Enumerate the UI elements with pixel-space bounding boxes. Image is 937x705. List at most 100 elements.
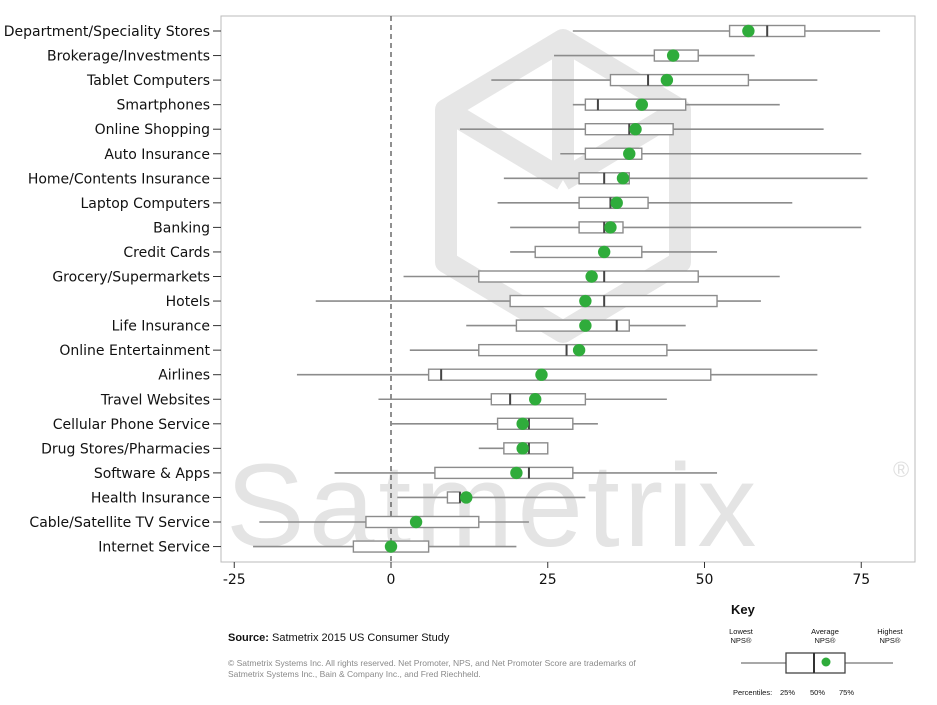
x-tick-label: 0 — [387, 572, 396, 588]
category-row: Online Entertainment — [59, 343, 818, 359]
average-dot — [579, 319, 592, 332]
category-label: Hotels — [166, 294, 210, 310]
average-dot — [616, 172, 630, 185]
category-row: Tablet Computers — [86, 73, 818, 89]
key-p50-label: 50% — [810, 688, 826, 697]
key-percentiles-label: Percentiles: — [733, 688, 773, 697]
category-label: Credit Cards — [123, 245, 210, 261]
category-label: Internet Service — [98, 540, 210, 556]
category-label: Home/Contents Insurance — [28, 171, 210, 187]
iqr-box — [478, 343, 668, 357]
iqr-box — [584, 98, 687, 111]
iqr-box — [609, 73, 750, 87]
category-label: Life Insurance — [112, 319, 210, 335]
category-row: Home/Contents Insurance — [28, 171, 868, 187]
average-dot — [623, 147, 636, 160]
key-p25-label: 25% — [780, 688, 796, 697]
key-average-dot — [821, 657, 831, 667]
average-dot — [516, 442, 529, 455]
category-row: Drug Stores/Pharmacies — [41, 441, 549, 457]
key-box — [785, 652, 846, 674]
category-row: Grocery/Supermarkets — [52, 270, 780, 286]
category-row: Credit Cards — [123, 245, 718, 261]
category-row: Travel Websites — [100, 392, 667, 408]
category-row: Software & Apps — [94, 466, 718, 482]
iqr-box — [509, 294, 718, 308]
average-dot — [535, 368, 548, 381]
category-row: Cable/Satellite TV Service — [29, 515, 529, 531]
category-label: Airlines — [158, 368, 210, 384]
source-label: Source: — [228, 632, 269, 644]
x-tick-label: 50 — [696, 572, 714, 588]
x-tick-label: 25 — [539, 572, 557, 588]
average-dot — [516, 417, 529, 430]
category-row: Cellular Phone Service — [53, 417, 598, 433]
category-row: Banking — [153, 220, 862, 236]
category-row: Airlines — [158, 368, 818, 384]
average-dot — [629, 123, 642, 136]
watermark-registered-mark: ® — [893, 457, 909, 482]
category-row: Laptop Computers — [80, 196, 793, 212]
average-dot — [579, 294, 592, 308]
iqr-box — [427, 368, 712, 381]
category-row: Internet Service — [98, 540, 517, 556]
key-highest-label: Highest NPS® — [877, 627, 903, 645]
average-dot — [572, 343, 586, 357]
category-row: Auto Insurance — [104, 147, 862, 163]
category-label: Online Shopping — [95, 122, 210, 138]
plot-panel — [220, 15, 916, 563]
category-row: Department/Speciality Stores — [4, 24, 881, 40]
x-tick-label: 75 — [852, 572, 870, 588]
category-label: Cable/Satellite TV Service — [29, 515, 210, 531]
category-label: Department/Speciality Stores — [4, 24, 210, 40]
category-label: Brokerage/Investments — [47, 49, 210, 65]
average-dot — [597, 245, 611, 259]
average-dot — [585, 270, 598, 283]
iqr-box — [434, 466, 574, 480]
average-dot — [384, 540, 398, 553]
category-row: Hotels — [166, 294, 761, 310]
category-label: Software & Apps — [94, 466, 210, 482]
category-label: Banking — [153, 220, 210, 236]
category-label: Online Entertainment — [59, 343, 210, 359]
average-dot — [635, 98, 648, 111]
average-dot — [529, 393, 542, 406]
category-row: Online Shopping — [95, 122, 824, 138]
average-dot — [666, 49, 680, 62]
source-note: Source: Satmetrix 2015 US Consumer Study — [228, 632, 449, 644]
category-label: Travel Websites — [100, 392, 210, 408]
watermark-text: Satmetrix — [226, 440, 760, 572]
satmetrix-watermark: Satmetrix ® — [226, 29, 909, 572]
iqr-box — [446, 491, 461, 504]
source-text: Satmetrix 2015 US Consumer Study — [272, 632, 450, 644]
category-row: Brokerage/Investments — [47, 49, 755, 65]
x-tick-label: -25 — [223, 572, 246, 588]
average-dot — [610, 196, 623, 210]
average-dot — [409, 515, 423, 529]
category-label: Tablet Computers — [86, 73, 210, 89]
average-dot — [510, 466, 523, 480]
category-row: Health Insurance — [91, 490, 586, 506]
category-label: Drug Stores/Pharmacies — [41, 441, 210, 457]
average-dot — [742, 24, 755, 38]
average-dot — [460, 491, 473, 504]
category-label: Grocery/Supermarkets — [52, 270, 210, 286]
category-label: Auto Insurance — [104, 147, 210, 163]
category-row: Life Insurance — [112, 319, 686, 335]
iqr-box — [496, 417, 574, 430]
key-average-label: Average NPS® — [811, 627, 839, 645]
category-label: Health Insurance — [91, 490, 210, 506]
category-label: Laptop Computers — [80, 196, 210, 212]
iqr-box — [515, 319, 630, 332]
iqr-box — [578, 221, 624, 234]
key-legend-graphic — [741, 652, 893, 674]
copyright-note: © Satmetrix Systems Inc. All rights rese… — [228, 658, 636, 679]
boxplot-rows: Department/Speciality Stores Brokerage/In… — [4, 24, 881, 556]
iqr-box — [584, 147, 643, 160]
category-label: Cellular Phone Service — [53, 417, 210, 433]
key-lowest-label: Lowest NPS® — [729, 627, 753, 645]
key-title: Key — [731, 602, 755, 617]
category-row: Smartphones — [117, 98, 780, 114]
iqr-box — [534, 245, 643, 259]
